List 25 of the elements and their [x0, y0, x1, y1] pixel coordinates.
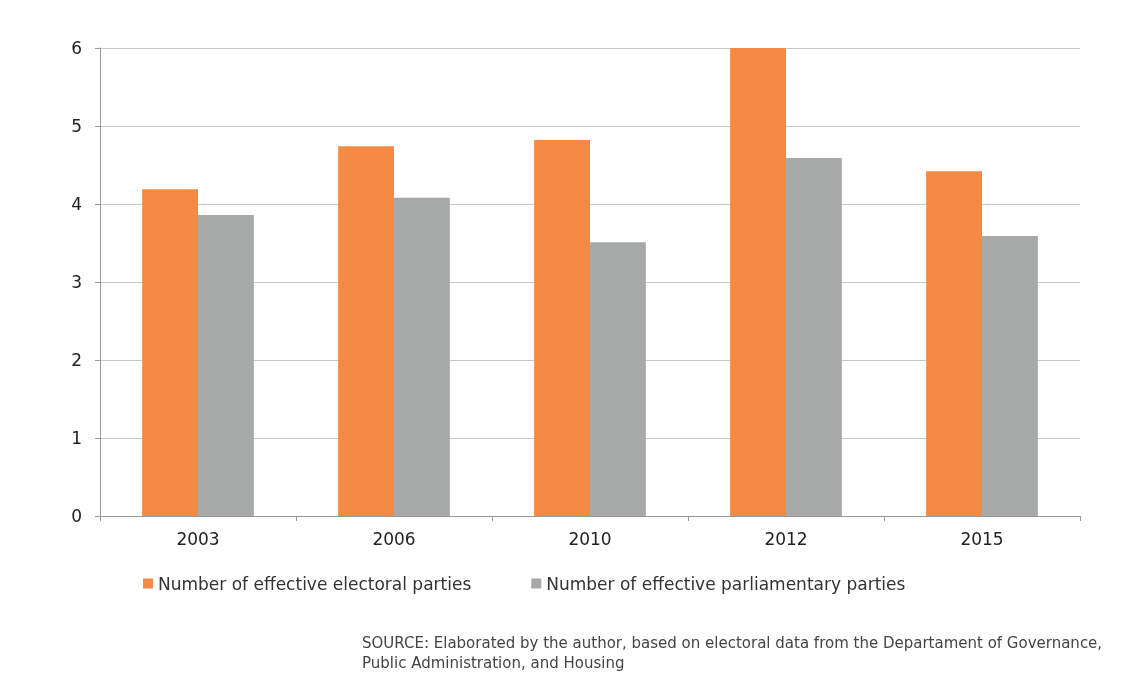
x-tick-label: 2006	[372, 528, 416, 549]
bar	[590, 242, 646, 516]
bar	[198, 214, 254, 516]
x-tick-label: 2003	[176, 528, 220, 549]
bar	[786, 157, 842, 516]
legend-label: Number of effective parliamentary parties	[546, 573, 906, 594]
x-tick-label: 2012	[764, 528, 808, 549]
legend-label: Number of effective electoral parties	[158, 573, 472, 594]
y-tick-label: 0	[71, 506, 82, 526]
bar	[338, 146, 394, 516]
bar	[730, 48, 786, 516]
x-tick-label: 2010	[568, 528, 612, 549]
y-tick-label: 2	[71, 350, 82, 370]
bar	[926, 171, 982, 516]
y-tick-label: 3	[71, 272, 82, 292]
y-tick-label: 6	[71, 38, 82, 58]
bar	[142, 189, 198, 516]
y-tick-label: 5	[71, 116, 82, 136]
bar	[394, 197, 450, 516]
x-tick-label: 2015	[960, 528, 1004, 549]
y-tick-label: 1	[71, 428, 82, 448]
source-note: SOURCE: Elaborated by the author, based on electoral data from the Departament of Governance, Public Administration, and Housing	[362, 634, 1107, 672]
y-tick-label: 4	[71, 194, 82, 214]
bar	[534, 140, 590, 516]
bar	[982, 235, 1038, 516]
